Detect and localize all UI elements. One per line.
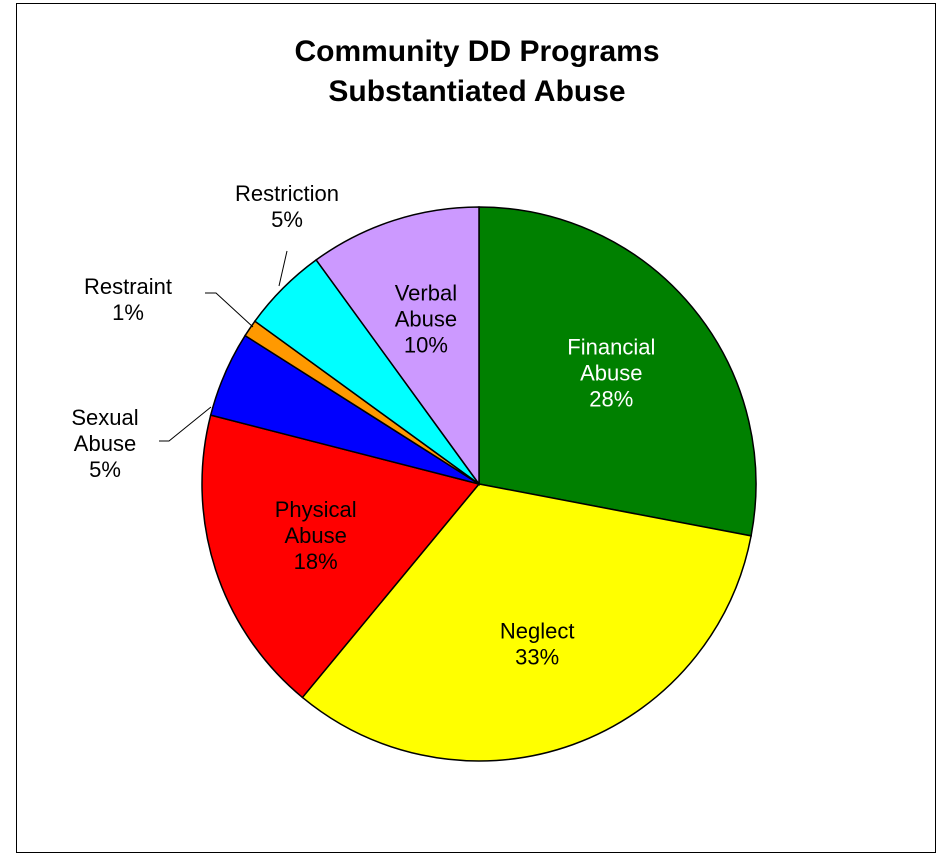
slice-category: Abuse [580,360,642,385]
slice-category: Verbal [395,280,457,305]
pie-slice-neglect [301,483,752,762]
slice-label-verbal-abuse: Verbal Abuse 10% [395,280,457,357]
leader-line-restraint [205,292,254,328]
slice-category: Restraint [84,274,172,299]
slice-label-physical-abuse: Physical Abuse 18% [275,497,357,574]
leader-line-restriction [278,250,288,287]
pie-chart: Community DD Programs Substantiated Abus… [71,35,757,762]
chart-title-line-1: Community DD Programs [294,35,659,68]
slice-percent: 28% [589,386,633,411]
slice-percent: 1% [112,300,144,325]
chart-title-line-2: Substantiated Abuse [328,75,625,108]
slice-label-sexual-abuse: Sexual Abuse 5% [71,405,138,482]
slice-label-restraint: Restraint 1% [84,274,172,325]
leader-line-sexual-abuse [159,406,212,442]
pie-slice-verbal-abuse [315,206,480,487]
slice-label-financial-abuse: Financial Abuse 28% [567,334,655,411]
slice-category: Financial [567,334,655,359]
slice-label-neglect: Neglect 33% [500,618,575,669]
chart-frame: Community DD Programs Substantiated Abus… [16,3,936,853]
slice-category: Physical [275,497,357,522]
slice-category: Neglect [500,618,575,643]
slice-percent: 5% [89,457,121,482]
slice-percent: 33% [515,644,559,669]
pie-slices [201,206,757,762]
slice-category: Sexual [71,405,138,430]
pie-slice-physical-abuse [201,414,481,699]
slice-category: Abuse [284,523,346,548]
slice-percent: 10% [404,332,448,357]
pie-slice-financial-abuse [478,206,757,537]
slice-category: Abuse [395,306,457,331]
slice-percent: 5% [271,207,303,232]
slice-category: Abuse [74,431,136,456]
slice-category: Restriction [235,181,339,206]
slice-label-restriction: Restriction 5% [235,181,339,232]
pie-labels: Financial Abuse 28%Neglect 33%Physical Abuse… [71,181,655,670]
slice-percent: 18% [294,549,338,574]
